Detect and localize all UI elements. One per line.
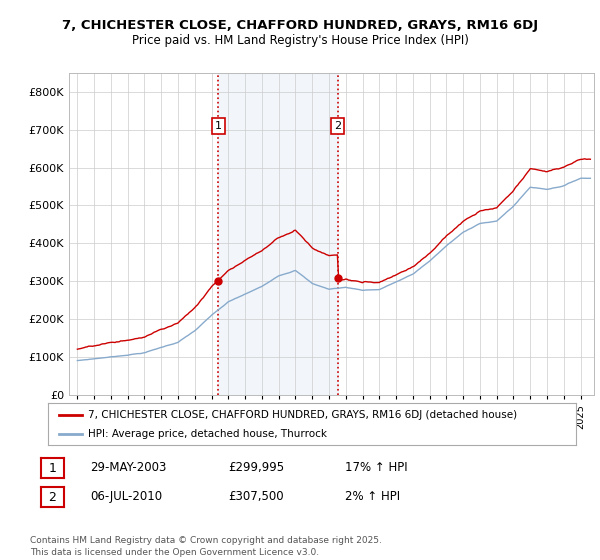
Bar: [218, 73, 338, 395]
Text: Price paid vs. HM Land Registry's House Price Index (HPI): Price paid vs. HM Land Registry's House …: [131, 34, 469, 48]
Text: 1: 1: [215, 121, 222, 131]
Text: £299,995: £299,995: [228, 461, 284, 474]
Text: Contains HM Land Registry data © Crown copyright and database right 2025.
This d: Contains HM Land Registry data © Crown c…: [30, 536, 382, 557]
Text: 7, CHICHESTER CLOSE, CHAFFORD HUNDRED, GRAYS, RM16 6DJ (detached house): 7, CHICHESTER CLOSE, CHAFFORD HUNDRED, G…: [88, 409, 517, 419]
Text: 17% ↑ HPI: 17% ↑ HPI: [345, 461, 407, 474]
Text: 2% ↑ HPI: 2% ↑ HPI: [345, 490, 400, 503]
Text: 1: 1: [48, 461, 56, 475]
Text: 29-MAY-2003: 29-MAY-2003: [90, 461, 166, 474]
Text: 2: 2: [334, 121, 341, 131]
Text: 7, CHICHESTER CLOSE, CHAFFORD HUNDRED, GRAYS, RM16 6DJ: 7, CHICHESTER CLOSE, CHAFFORD HUNDRED, G…: [62, 18, 538, 32]
Text: £307,500: £307,500: [228, 490, 284, 503]
Text: 2: 2: [48, 491, 56, 504]
Text: 06-JUL-2010: 06-JUL-2010: [90, 490, 162, 503]
Text: HPI: Average price, detached house, Thurrock: HPI: Average price, detached house, Thur…: [88, 429, 326, 439]
